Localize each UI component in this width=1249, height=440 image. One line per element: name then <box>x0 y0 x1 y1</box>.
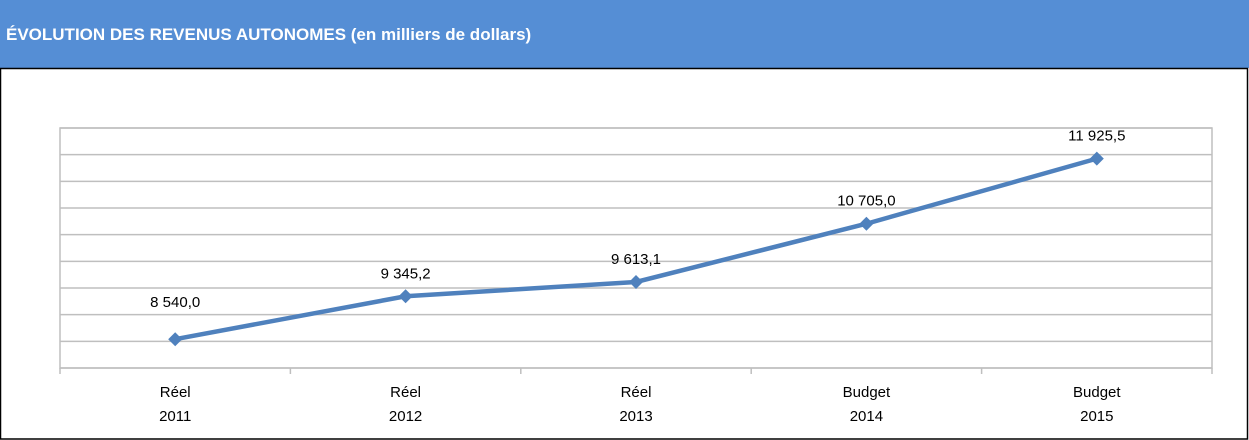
chart-title: ÉVOLUTION DES REVENUS AUTONOMES (en mill… <box>6 25 531 44</box>
x-tick-label-line: Budget <box>843 384 891 401</box>
x-tick-label-line: 2014 <box>850 408 883 425</box>
data-label: 9 345,2 <box>381 265 431 282</box>
data-label: 11 925,5 <box>1068 128 1125 145</box>
x-tick-label: Réel 2011 <box>159 384 191 425</box>
marker <box>168 332 183 347</box>
x-tick-label-line: Budget <box>1073 384 1121 401</box>
x-tick-label-line: 2015 <box>1080 408 1113 425</box>
data-label: 9 613,1 <box>611 251 661 268</box>
marker <box>859 216 874 231</box>
x-tick-label: Réel 2013 <box>619 384 652 425</box>
line <box>174 156 1098 342</box>
x-tick-label: Budget 2014 <box>843 384 891 425</box>
data-label: 10 705,0 <box>837 193 895 210</box>
marker <box>1089 151 1104 166</box>
x-tick-label: Réel 2012 <box>389 384 422 425</box>
x-tick-label-line: 2011 <box>159 408 191 425</box>
data-label: 8 540,0 <box>150 294 200 311</box>
x-tick-label-line: Réel <box>390 384 421 401</box>
x-tick-label-line: 2012 <box>389 408 422 425</box>
x-tick-label-line: 2013 <box>619 408 652 425</box>
plot-area <box>59 127 1213 369</box>
x-tick-label-line: Réel <box>621 384 652 401</box>
header-bar <box>0 0 1249 68</box>
marker <box>629 274 643 289</box>
marker <box>398 289 413 304</box>
x-tick-label-line: Réel <box>160 384 191 401</box>
x-tick-label: Budget 2015 <box>1073 384 1121 425</box>
frame <box>0 67 1249 440</box>
